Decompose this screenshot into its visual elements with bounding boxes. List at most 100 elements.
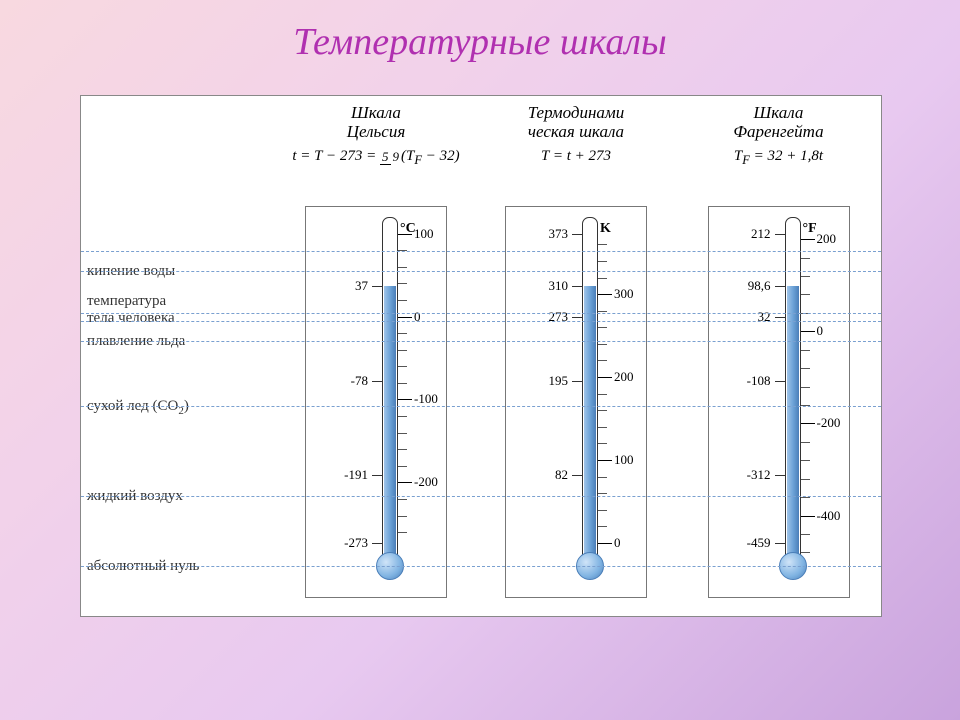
tick-minor — [801, 294, 810, 295]
tick-minor — [398, 383, 407, 384]
tick-major — [801, 239, 815, 240]
tick-minor — [398, 516, 407, 517]
row-label: сухой лед (CO2) — [87, 398, 189, 417]
celsius-column: ШкалаЦельсия t = T − 273 = 59(TF − 32) °… — [276, 96, 476, 616]
tick-label: 0 — [414, 309, 421, 325]
celsius-thermometer: °C 1000-100-20037-78-191-273 — [305, 206, 447, 598]
reference-point-label: 98,6 — [748, 278, 771, 294]
reference-point-tick — [775, 475, 785, 476]
tick-minor — [801, 534, 810, 535]
tick-minor — [598, 477, 607, 478]
tick-major — [598, 294, 612, 295]
reference-line — [81, 406, 881, 407]
tick-label: 200 — [817, 231, 837, 247]
reference-point-label: 32 — [758, 309, 771, 325]
tick-minor — [398, 532, 407, 533]
tick-minor — [598, 344, 607, 345]
tick-minor — [598, 311, 607, 312]
tick-label: 100 — [614, 452, 634, 468]
reference-line — [81, 313, 881, 314]
tick-minor — [398, 333, 407, 334]
tick-minor — [598, 410, 607, 411]
unit-label: K — [600, 221, 611, 237]
tick-minor — [398, 416, 407, 417]
tick-minor — [398, 466, 407, 467]
reference-point-label: 37 — [355, 278, 368, 294]
reference-line — [81, 321, 881, 322]
tick-label: -200 — [817, 415, 841, 431]
tick-minor — [598, 510, 607, 511]
tick-minor — [801, 258, 810, 259]
reference-point-label: -273 — [344, 535, 368, 551]
kelvin-column: Термодинамическая шкала T = t + 273 K 30… — [476, 96, 676, 616]
kelvin-formula: T = t + 273 — [476, 148, 676, 178]
reference-line — [81, 566, 881, 567]
fahrenheit-thermometer: °F 2000-200-40021298,632-108-312-459 — [708, 206, 850, 598]
reference-point-tick — [572, 234, 582, 235]
chart-panel: кипение водытемпературатела человекаплав… — [80, 95, 882, 617]
reference-point-tick — [372, 543, 382, 544]
reference-point-tick — [775, 317, 785, 318]
reference-point-label: 195 — [549, 373, 569, 389]
reference-point-label: -78 — [351, 373, 368, 389]
reference-point-tick — [572, 286, 582, 287]
celsius-header: ШкалаЦельсия — [276, 104, 476, 144]
reference-line — [81, 251, 881, 252]
thermometer-liquid — [584, 286, 596, 562]
tick-minor — [801, 276, 810, 277]
tick-major — [598, 543, 612, 544]
tick-minor — [801, 460, 810, 461]
reference-point-tick — [372, 381, 382, 382]
tick-label: -400 — [817, 508, 841, 524]
tick-major — [598, 377, 612, 378]
tick-major — [398, 482, 412, 483]
tick-major — [598, 460, 612, 461]
thermometer-liquid — [787, 286, 799, 562]
reference-point-tick — [572, 317, 582, 318]
tick-label: 300 — [614, 286, 634, 302]
reference-point-label: -108 — [747, 373, 771, 389]
kelvin-thermometer: K 300 200 100 0 373 310 273 195 82 — [505, 206, 647, 598]
reference-point-tick — [372, 475, 382, 476]
reference-line — [81, 496, 881, 497]
reference-point-label: 82 — [555, 467, 568, 483]
reference-point-tick — [572, 381, 582, 382]
tick-major — [398, 317, 412, 318]
tick-minor — [598, 526, 607, 527]
tick-major — [801, 516, 815, 517]
tick-minor — [598, 394, 607, 395]
tick-major — [398, 399, 412, 400]
tick-minor — [398, 366, 407, 367]
tick-minor — [598, 443, 607, 444]
tick-minor — [398, 499, 407, 500]
tick-minor — [398, 449, 407, 450]
tick-minor — [598, 427, 607, 428]
fahrenheit-formula: TF = 32 + 1,8t — [676, 148, 881, 178]
reference-point-label: -312 — [747, 467, 771, 483]
tick-label: 0 — [614, 535, 621, 551]
tick-minor — [398, 267, 407, 268]
tick-minor — [598, 261, 607, 262]
reference-point-label: 212 — [751, 226, 771, 242]
tick-minor — [598, 244, 607, 245]
tick-minor — [801, 497, 810, 498]
tick-minor — [801, 479, 810, 480]
tick-minor — [398, 300, 407, 301]
reference-line — [81, 271, 881, 272]
tick-minor — [801, 368, 810, 369]
reference-point-tick — [775, 286, 785, 287]
reference-point-tick — [775, 543, 785, 544]
fahrenheit-header: ШкалаФаренгейта — [676, 104, 881, 144]
thermometer-liquid — [384, 286, 396, 562]
tick-major — [398, 234, 412, 235]
tick-major — [801, 331, 815, 332]
reference-point-label: 273 — [549, 309, 569, 325]
tick-label: 200 — [614, 369, 634, 385]
reference-point-label: 310 — [549, 278, 569, 294]
tick-minor — [598, 493, 607, 494]
tick-label: 100 — [414, 226, 434, 242]
reference-point-tick — [572, 475, 582, 476]
reference-point-label: 373 — [549, 226, 569, 242]
tick-minor — [598, 327, 607, 328]
reference-point-tick — [775, 234, 785, 235]
